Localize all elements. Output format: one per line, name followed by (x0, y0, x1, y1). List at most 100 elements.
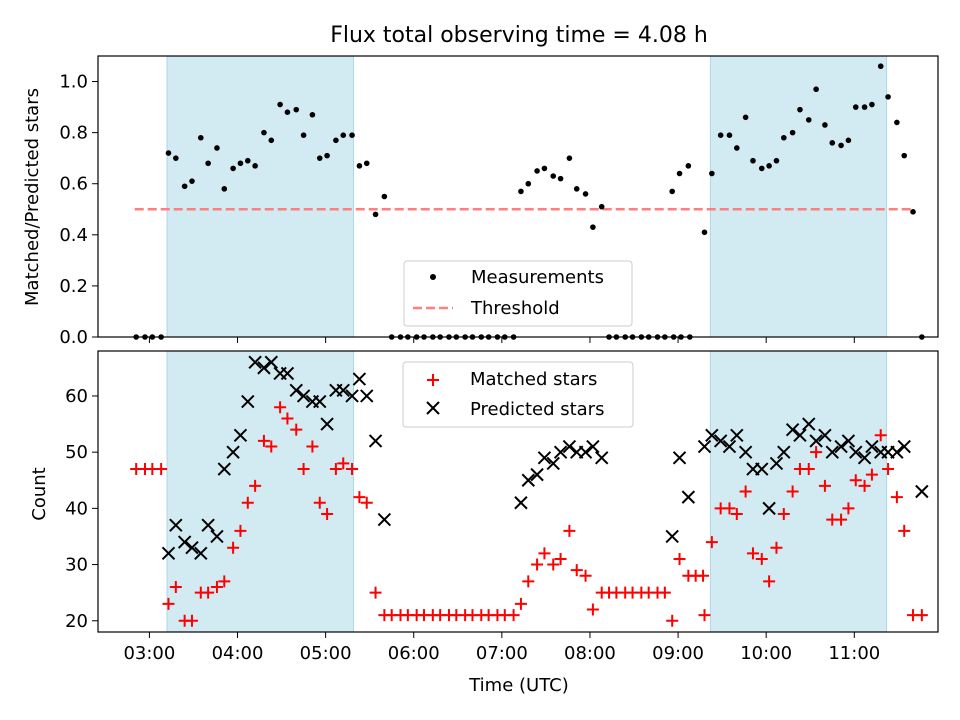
predicted-stars-point (169, 518, 183, 532)
bottom-y-axis-label: Count (29, 467, 50, 520)
x-tick-label: 10:00 (740, 643, 792, 664)
predicted-stars-point (313, 394, 327, 409)
measurement-point (750, 157, 756, 164)
measurement-point (518, 188, 524, 195)
measurement-point (869, 101, 875, 108)
matched-stars-point (890, 491, 903, 504)
y-tick-label: 0.8 (59, 123, 88, 144)
matched-stars-point (554, 552, 567, 565)
predicted-stars-point (521, 473, 535, 487)
predicted-stars-point (802, 417, 816, 431)
measurement-point (372, 211, 379, 218)
measurement-point (316, 155, 323, 161)
predicted-stars-point (809, 434, 823, 448)
measurement-point (877, 63, 884, 70)
predicted-stars-point (755, 462, 769, 476)
matched-stars-point (169, 581, 182, 594)
matched-stars-point (586, 603, 599, 616)
y-tick-label: 60 (65, 386, 88, 407)
matched-stars-point (882, 463, 895, 476)
predicted-stars-point (713, 434, 728, 448)
predicted-stars-point (890, 445, 904, 459)
predicted-stars-point (857, 451, 872, 465)
legend-threshold-label: Threshold (470, 298, 560, 319)
measurement-point (165, 150, 172, 156)
shaded-interval-0 (166, 55, 355, 338)
predicted-stars-point (257, 361, 271, 375)
matched-stars-point (723, 502, 736, 515)
predicted-stars-point (730, 428, 744, 443)
predicted-stars-point (377, 512, 392, 527)
matched-stars-point (666, 614, 679, 627)
measurement-point (910, 209, 916, 215)
measurement-point (838, 142, 844, 149)
matched-stars-point (321, 507, 334, 520)
predicted-stars-point (897, 439, 911, 454)
measurement-point (244, 157, 251, 164)
measurement-point (284, 109, 291, 115)
predicted-stars-point (280, 366, 295, 381)
predicted-stars-point (161, 546, 176, 561)
bottom-axes-frame (97, 350, 939, 633)
predicted-stars-point (578, 445, 593, 459)
measurement-point (894, 119, 900, 126)
y-tick-label: 1.0 (59, 72, 88, 93)
predicted-stars-point (705, 428, 719, 443)
matched-stars-point (842, 502, 855, 515)
measurement-point (669, 188, 675, 195)
matched-stars-point (257, 434, 270, 447)
predicted-stars-point (233, 428, 248, 443)
legend-predicted-marker (426, 401, 440, 415)
measurement-point (541, 165, 548, 172)
x-tick-label: 03:00 (123, 643, 175, 664)
predicted-stars-point (665, 529, 679, 544)
predicted-stars-point (915, 484, 929, 499)
legend-matched-label: Matched stars (470, 369, 597, 390)
matched-stars-point (874, 429, 887, 442)
matched-stars-point (241, 496, 254, 509)
matched-stars-point (227, 541, 240, 554)
matched-stars-point (698, 609, 711, 622)
x-tick-label: 04:00 (212, 643, 264, 664)
matched-stars-point (185, 614, 198, 627)
predicted-stars-point (289, 383, 303, 398)
matched-stars-point (898, 524, 911, 537)
bottom-x-ticks: 03:00 04:00 05:00 06:00 07:00 08:00 09:00 10:00… (123, 632, 880, 664)
measurement-point (252, 163, 258, 169)
matched-stars-point (818, 479, 831, 492)
measurement-point (685, 163, 692, 169)
measurement-point (277, 101, 283, 108)
predicted-stars-point (722, 439, 737, 454)
predicted-stars-series (161, 355, 929, 561)
predicted-stars-point (248, 355, 262, 369)
measurement-point (189, 178, 195, 184)
matched-stars-point (290, 423, 303, 436)
x-tick-label: 08:00 (564, 643, 616, 664)
measurement-point (773, 157, 780, 164)
measurement-point (550, 173, 557, 179)
bottom-panel: 20 30 40 50 60 03:00 04:00 05:00 06:00 07:00 08:0… (29, 350, 939, 696)
predicted-stars-point (352, 372, 367, 386)
measurement-point (309, 111, 316, 118)
top-y-ticks: 0.0 0.2 0.4 0.6 0.8 1.0 (59, 72, 98, 348)
predicted-stars-point (530, 467, 544, 482)
measurement-point (852, 104, 859, 110)
matched-stars-point (858, 479, 871, 492)
measurement-point (734, 145, 740, 151)
matched-stars-point (337, 457, 350, 470)
measurement-point (340, 132, 347, 138)
measurement-point (861, 104, 868, 110)
measurement-point (781, 134, 787, 141)
matched-stars-point (531, 558, 544, 571)
matched-stars-point (835, 513, 848, 526)
predicted-stars-point (185, 540, 199, 555)
top-panel: 0.0 0.2 0.4 0.6 0.8 1.0 Matched/Predicted sta… (22, 55, 939, 348)
matched-stars-point (202, 586, 215, 599)
y-tick-label: 0.0 (59, 327, 88, 348)
predicted-stars-point (336, 383, 350, 398)
top-shaded-intervals (166, 55, 888, 338)
matched-stars-point (849, 474, 862, 487)
matched-stars-point (265, 440, 278, 453)
measurement-point (701, 229, 708, 236)
